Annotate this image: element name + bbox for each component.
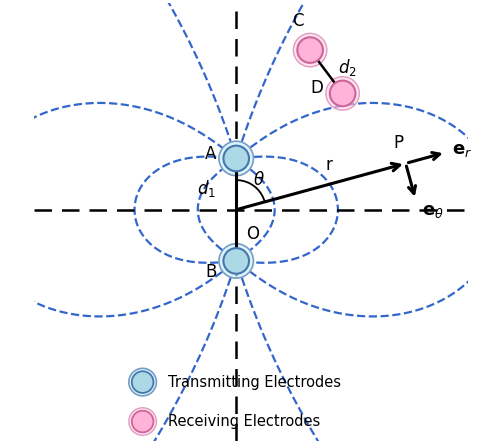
Circle shape bbox=[218, 244, 253, 278]
Text: Receiving Electrodes: Receiving Electrodes bbox=[168, 414, 320, 429]
Text: Transmitting Electrodes: Transmitting Electrodes bbox=[168, 375, 341, 389]
Circle shape bbox=[297, 37, 322, 63]
Text: $\mathbf{e}_\theta$: $\mathbf{e}_\theta$ bbox=[422, 202, 443, 221]
Text: $\theta$: $\theta$ bbox=[253, 171, 265, 189]
Text: D: D bbox=[310, 79, 322, 96]
Circle shape bbox=[293, 33, 326, 67]
Circle shape bbox=[129, 408, 156, 435]
Circle shape bbox=[129, 369, 156, 396]
Circle shape bbox=[329, 81, 355, 106]
Circle shape bbox=[325, 77, 359, 110]
Circle shape bbox=[132, 411, 153, 432]
Text: B: B bbox=[205, 263, 216, 281]
Circle shape bbox=[223, 146, 248, 171]
Circle shape bbox=[223, 248, 248, 274]
Text: O: O bbox=[245, 226, 259, 243]
Text: r: r bbox=[325, 156, 332, 174]
Text: C: C bbox=[292, 12, 304, 30]
Text: P: P bbox=[393, 134, 403, 151]
Text: $d_2$: $d_2$ bbox=[338, 57, 356, 78]
Text: $d_1$: $d_1$ bbox=[197, 178, 216, 198]
Circle shape bbox=[132, 371, 153, 393]
Circle shape bbox=[218, 141, 253, 176]
Text: $\mathbf{e}_r$: $\mathbf{e}_r$ bbox=[450, 140, 471, 159]
Text: A: A bbox=[205, 145, 216, 163]
